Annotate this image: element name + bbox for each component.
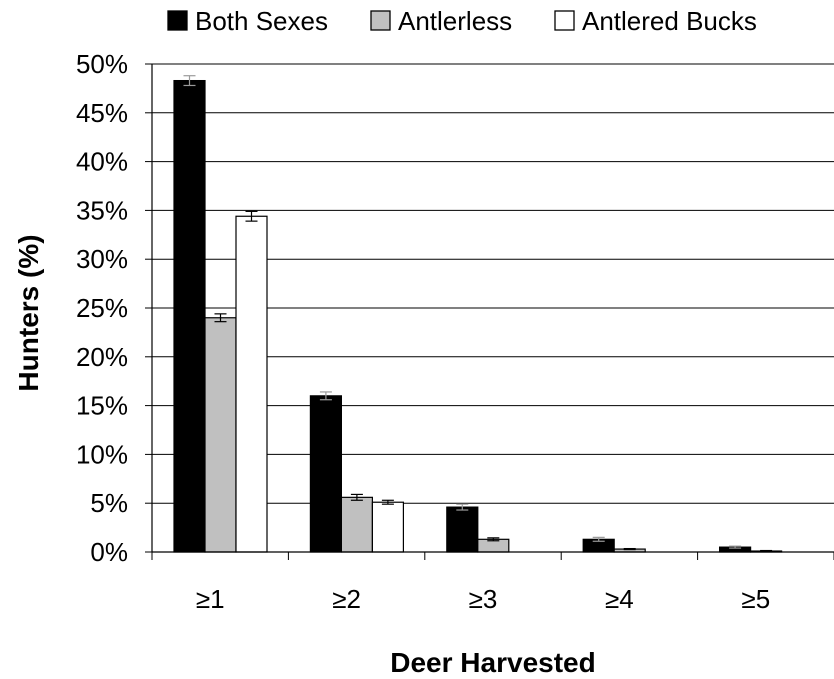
x-axis-title: Deer Harvested [390,647,595,678]
bar [173,79,206,553]
y-tick-label: 45% [76,98,128,128]
legend-swatch [370,10,391,31]
legend-label: Antlered Bucks [582,6,757,36]
legend-label: Antlerless [398,6,512,36]
bar [204,317,237,553]
axes [145,63,834,560]
x-tick-label: ≥5 [741,584,770,614]
y-tick-label: 50% [76,49,128,79]
error-bars [183,75,773,553]
y-tick-label: 5% [90,488,128,518]
x-tick-label: ≥4 [605,584,634,614]
x-tick-label: ≥2 [332,584,361,614]
bar [446,506,479,553]
legend-swatch [554,10,575,31]
bars [173,79,783,553]
x-tick-label: ≥1 [196,584,225,614]
bar [235,215,268,553]
legend-label: Both Sexes [195,6,328,36]
y-tick-label: 40% [76,147,128,177]
bar [340,496,373,553]
y-tick-label: 25% [76,293,128,323]
y-tick-labels: 0% 5% 10% 15% 20% 25% 30% 35% 40% 45% 50% [76,49,128,567]
y-tick-label: 20% [76,342,128,372]
x-tick-labels: ≥1 ≥2 ≥3 ≥4 ≥5 [196,584,770,614]
y-tick-label: 10% [76,439,128,469]
y-axis-title: Hunters (%) [13,234,44,391]
bar [309,395,342,553]
y-tick-label: 30% [76,244,128,274]
legend: Both Sexes Antlerless Antlered Bucks [167,6,757,36]
y-tick-label: 15% [76,391,128,421]
y-tick-label: 35% [76,195,128,225]
bar [371,501,404,553]
x-tick-label: ≥3 [469,584,498,614]
y-tick-label: 0% [90,537,128,567]
legend-swatch [167,10,188,31]
